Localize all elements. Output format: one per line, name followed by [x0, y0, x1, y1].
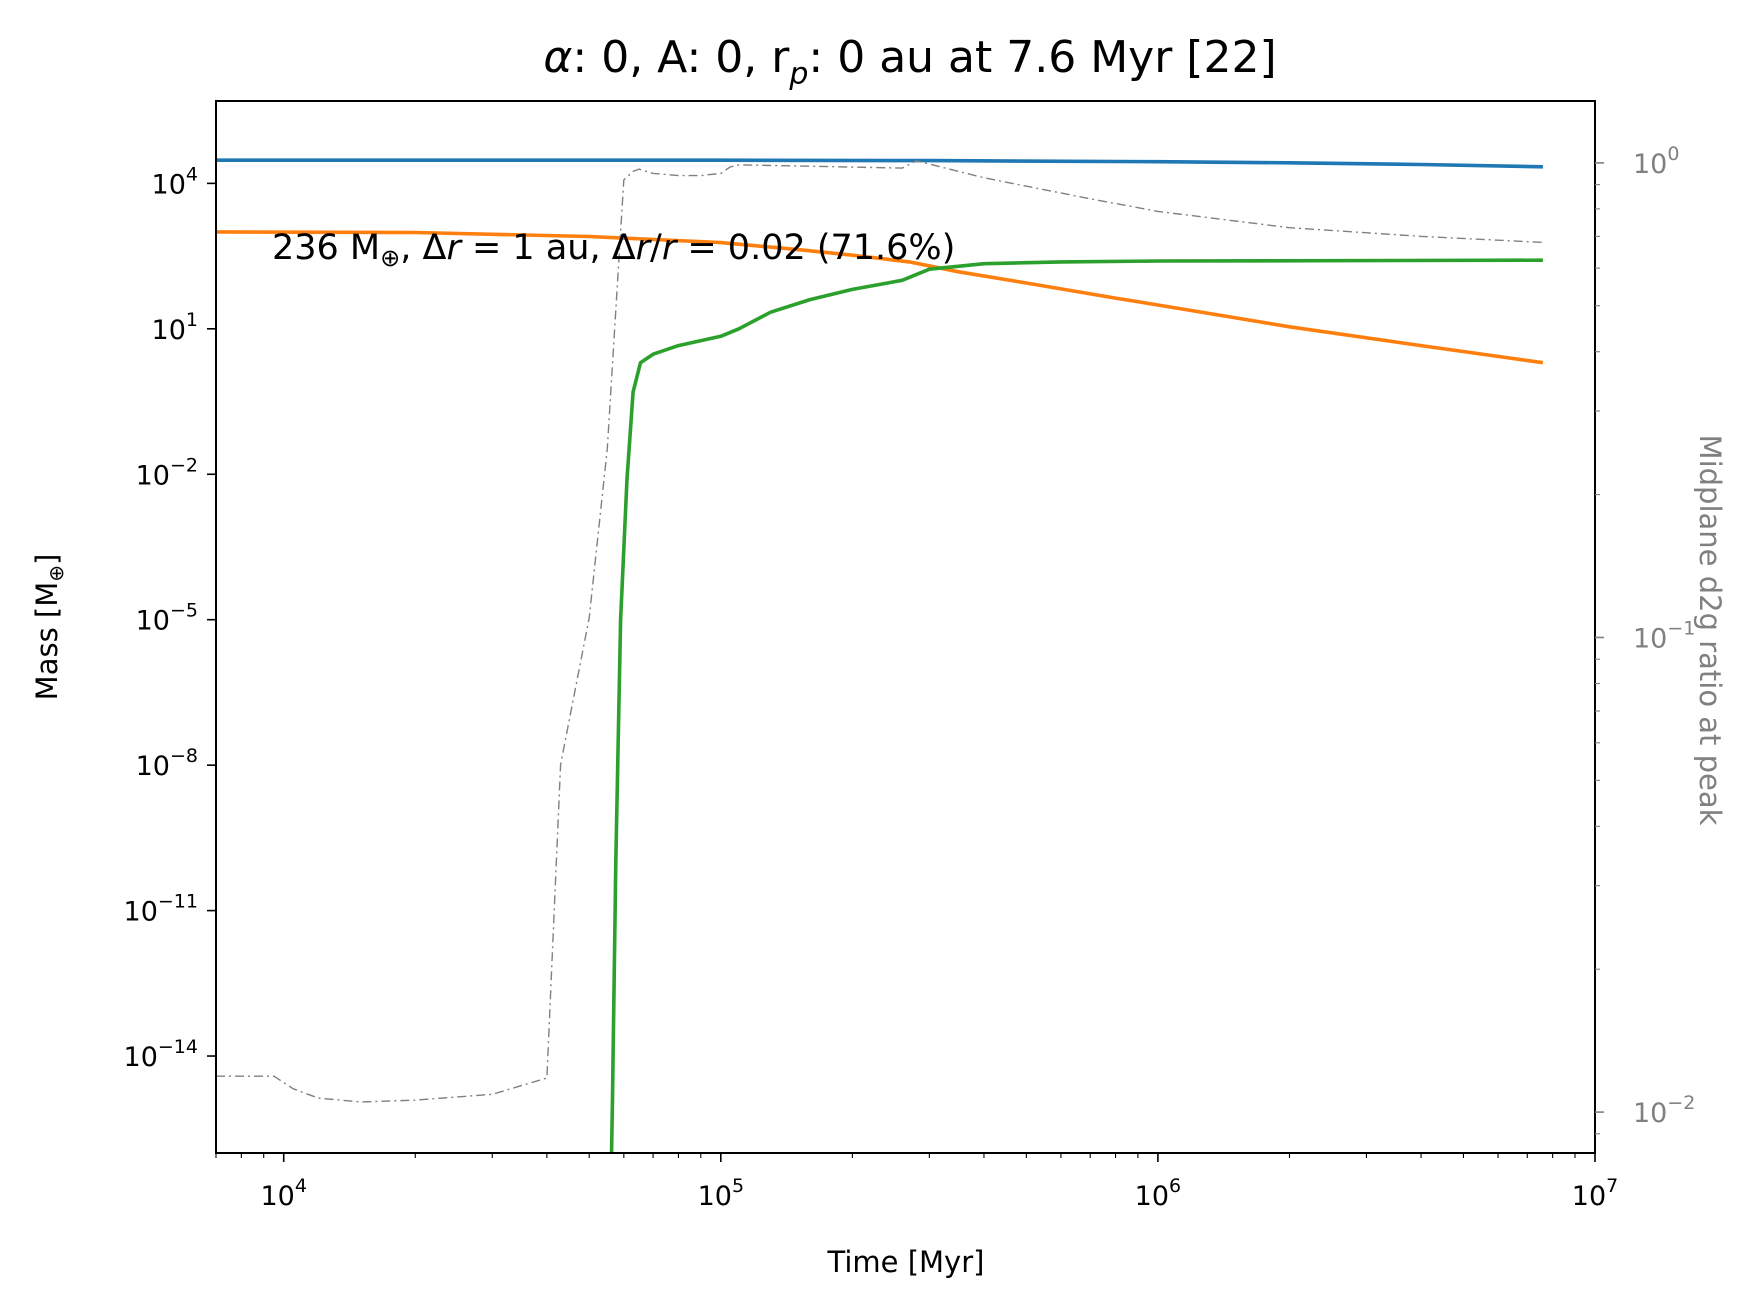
y-left-label-main: Mass [M — [30, 582, 64, 701]
y-axis-left: 104 101 10−2 10−5 10−8 10−11 10−14 — [124, 163, 216, 1073]
annotation-r1: r — [446, 228, 463, 268]
chart-title: α: 0, A: 0, rp: 0 au at 7.6 Myr [22] — [543, 32, 1276, 92]
title-subscript: p — [788, 57, 808, 92]
x-tick-label: 106 — [1135, 1175, 1181, 1212]
y-left-label-sub: ⊕ — [44, 565, 68, 582]
y-left-label-end: ] — [30, 554, 64, 565]
plot-frame — [215, 100, 1596, 1154]
series-grey-dashdot-line — [216, 160, 1543, 1103]
y-right-tick-label: 10−1 — [1633, 617, 1695, 654]
series-blue-line — [216, 158, 1543, 169]
series-orange-line — [216, 230, 1544, 365]
annotation-width: = 1 au, Δ — [461, 228, 636, 268]
y-left-tick-label: 101 — [152, 309, 198, 346]
annotation-ratio: = 0.02 (71.6%) — [676, 228, 955, 268]
annotation-text: 236 M⊕, Δr = 1 au, Δr/r = 0.02 (71.6%) — [272, 228, 955, 272]
x-axis-label: Time [Myr] — [827, 1245, 985, 1279]
y-right-tick-label: 100 — [1633, 143, 1679, 180]
y-axis-right-label: Midplane d2g ratio at peak — [1693, 435, 1727, 826]
x-tick-label: 105 — [698, 1175, 744, 1212]
x-axis: 104 105 106 107 — [215, 1153, 1618, 1212]
y-axis-right: 100 10−1 10−2 — [1595, 143, 1695, 1135]
y-left-tick-label: 10−14 — [124, 1036, 198, 1073]
title-alpha: α — [543, 32, 572, 83]
x-tick-label: 104 — [260, 1175, 306, 1212]
y-left-tick-label: 10−2 — [136, 454, 198, 491]
annotation-r3: r — [662, 228, 679, 268]
title-part-2: : 0 au at 7.6 Myr [22] — [808, 32, 1276, 83]
title-part-1: : 0, A: 0, r — [572, 32, 790, 83]
series-green-line — [609, 258, 1543, 1153]
x-tick-label: 107 — [1572, 1175, 1618, 1212]
y-left-tick-label: 104 — [152, 163, 198, 200]
y-right-tick-label: 10−2 — [1633, 1092, 1695, 1129]
series-layer — [216, 158, 1544, 1153]
annotation-earth-symbol: ⊕ — [380, 244, 400, 272]
annotation-mass: 236 M — [272, 228, 380, 268]
annotation-slash: / — [650, 228, 662, 268]
plot-area — [215, 100, 1596, 1154]
annotation-r2: r — [636, 228, 653, 268]
y-left-tick-label: 10−11 — [124, 891, 198, 928]
y-axis-left-label: Mass [M⊕] — [30, 554, 68, 701]
y-left-tick-label: 10−8 — [136, 745, 198, 782]
y-left-tick-label: 10−5 — [136, 600, 198, 637]
annotation-delta: , Δ — [400, 228, 446, 268]
